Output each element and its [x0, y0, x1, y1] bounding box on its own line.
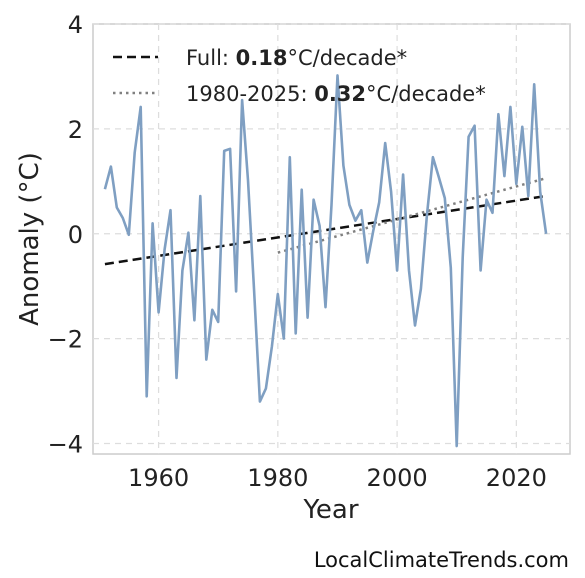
x-tick-label: 1980	[247, 464, 308, 492]
x-axis-label: Year	[302, 495, 358, 525]
legend-recent-label: 1980-2025: 0.32°C/decade*	[186, 82, 486, 106]
y-tick-label: 2	[68, 116, 83, 144]
y-tick-labels: −4 −2 0 2 4	[48, 11, 83, 459]
y-tick-label: 4	[68, 11, 83, 39]
legend: Full: 0.18°C/decade* 1980-2025: 0.32°C/d…	[113, 46, 486, 106]
legend-full-label: Full: 0.18°C/decade*	[186, 46, 407, 70]
y-tick-label: −4	[48, 431, 83, 459]
trend-recent-line	[277, 176, 547, 254]
x-tick-label: 1960	[128, 464, 189, 492]
y-tick-label: −2	[48, 326, 83, 354]
x-tick-label: 2020	[486, 464, 547, 492]
credit-text: LocalClimateTrends.com	[313, 548, 569, 572]
series	[103, 74, 548, 448]
x-tick-labels: 1960 1980 2000 2020	[128, 464, 547, 492]
y-tick-label: 0	[68, 221, 83, 249]
trend-full-line	[104, 194, 547, 266]
y-axis-label: Anomaly (°C)	[15, 152, 45, 326]
x-tick-label: 2000	[367, 464, 428, 492]
anomaly-series-line	[103, 74, 548, 448]
trend-lines	[104, 176, 547, 266]
